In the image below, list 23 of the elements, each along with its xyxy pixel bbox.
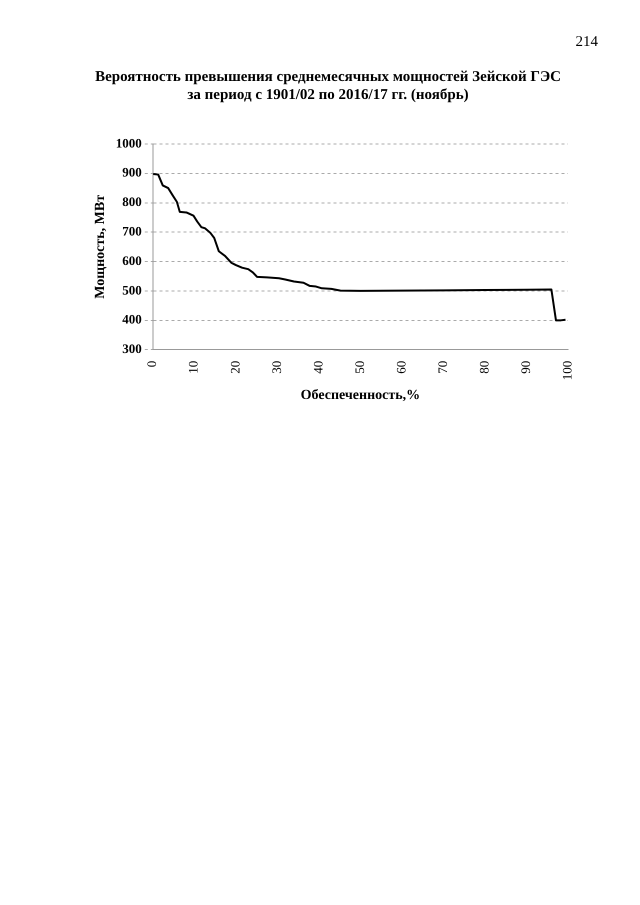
x-tick-label: 50 — [352, 360, 367, 374]
x-tick-label: 20 — [227, 360, 242, 374]
chart-title: Вероятность превышения среднемесячных мощностей Зейской ГЭС за период с 1901/02 по 2016/17 гг. (ноябрь) — [95, 68, 561, 103]
x-tick-label: 30 — [268, 360, 284, 374]
x-axis-title: Обеспеченность,% — [300, 388, 420, 404]
y-tick-label: 500 — [122, 282, 142, 298]
x-tick-label: 60 — [393, 360, 408, 374]
y-tick-label: 700 — [122, 224, 142, 239]
x-tick-label: 70 — [434, 360, 450, 374]
y-tick-label: 300 — [122, 341, 142, 356]
x-tick-label: 0 — [144, 360, 160, 368]
y-axis-title: Мощность, МВт — [93, 194, 108, 299]
x-tick-label: 10 — [186, 360, 201, 374]
y-tick-label: 400 — [122, 312, 142, 327]
y-tick-label: 800 — [122, 194, 142, 210]
y-tick-label: 900 — [122, 164, 142, 180]
x-tick-label: 100 — [559, 360, 574, 380]
x-tick-label: 80 — [476, 360, 492, 374]
y-tick-label: 1000 — [116, 135, 142, 150]
x-tick-label: 40 — [310, 360, 326, 374]
y-tick-label: 600 — [122, 252, 142, 268]
text: 214 — [576, 34, 598, 51]
x-tick-label: 90 — [518, 360, 533, 374]
